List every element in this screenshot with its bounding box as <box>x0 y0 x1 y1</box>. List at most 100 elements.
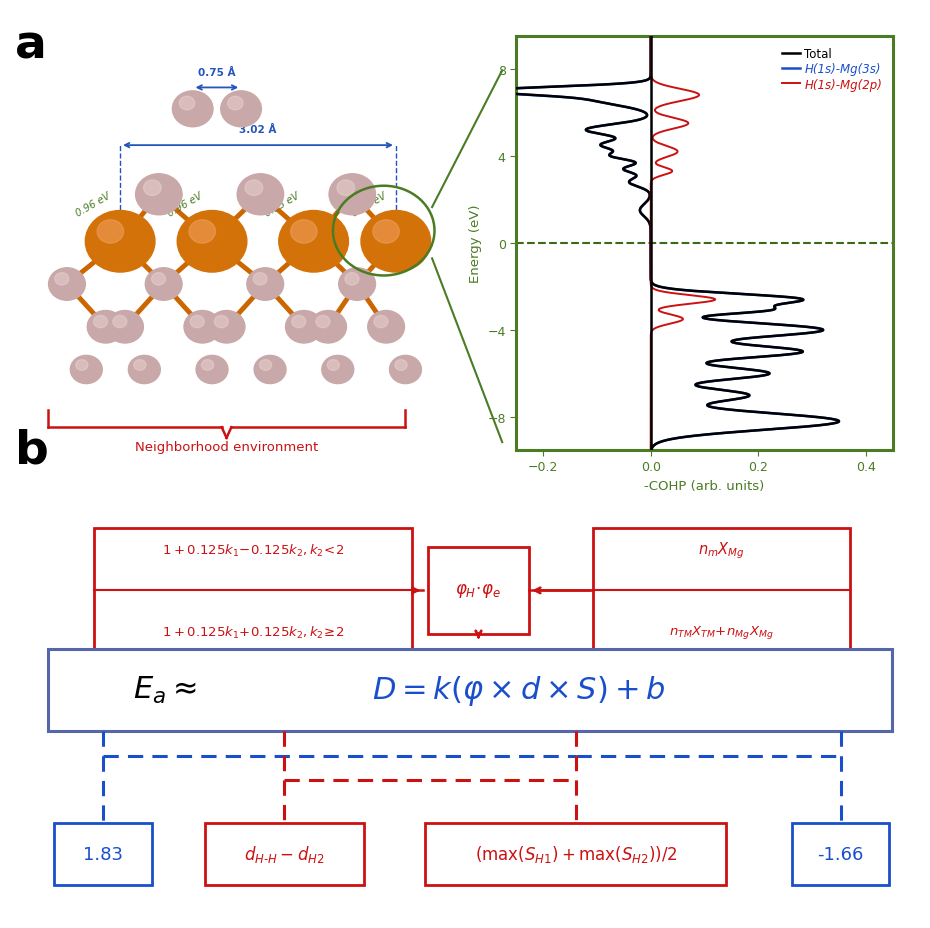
Circle shape <box>310 311 347 343</box>
Text: $1+0.125k_1\!-\!0.125k_2,k_2\!<\!2$: $1+0.125k_1\!-\!0.125k_2,k_2\!<\!2$ <box>162 542 344 559</box>
Text: a: a <box>15 24 46 69</box>
Circle shape <box>395 360 407 371</box>
H(1s)-Mg(2p) <box>645 445 657 456</box>
Total <box>645 268 657 279</box>
Bar <box>47 649 892 731</box>
Circle shape <box>179 97 194 110</box>
Circle shape <box>220 92 261 128</box>
Circle shape <box>374 316 388 329</box>
Circle shape <box>113 316 126 329</box>
Circle shape <box>145 268 182 301</box>
Text: $(\max(S_{H1})+\max(S_{H2}))/2$: $(\max(S_{H1})+\max(S_{H2}))/2$ <box>474 844 677 865</box>
Circle shape <box>196 356 228 384</box>
H(1s)-Mg(3s) <box>645 445 657 456</box>
H(1s)-Mg(3s) <box>710 397 721 408</box>
Circle shape <box>202 360 214 371</box>
Circle shape <box>228 97 243 110</box>
Circle shape <box>75 360 88 371</box>
Circle shape <box>208 311 245 343</box>
Text: $\varphi_H \!\cdot\! \varphi_e$: $\varphi_H \!\cdot\! \varphi_e$ <box>456 582 501 599</box>
Total <box>645 40 657 51</box>
Circle shape <box>48 268 86 301</box>
Text: $E_a \approx$: $E_a \approx$ <box>133 675 196 705</box>
Circle shape <box>390 356 421 384</box>
Circle shape <box>259 360 272 371</box>
Circle shape <box>322 356 353 384</box>
Circle shape <box>134 360 146 371</box>
Circle shape <box>143 181 161 197</box>
Circle shape <box>337 181 354 197</box>
H(1s)-Mg(3s) <box>645 40 657 51</box>
Text: Neighborhood environment: Neighborhood environment <box>135 441 318 454</box>
H(1s)-Mg(2p) <box>645 32 657 43</box>
Text: $n_m X_{Mg}$: $n_m X_{Mg}$ <box>698 540 745 561</box>
Circle shape <box>215 316 229 329</box>
Text: $n_{TM}X_{TM}\!+\!n_{Mg}X_{Mg}$: $n_{TM}X_{TM}\!+\!n_{Mg}X_{Mg}$ <box>669 624 774 640</box>
H(1s)-Mg(2p) <box>645 268 657 279</box>
Circle shape <box>246 181 262 197</box>
Text: $D = k(\varphi \times d \times S) + b$: $D = k(\varphi \times d \times S) + b$ <box>371 673 665 707</box>
Text: -1.66: -1.66 <box>817 845 864 863</box>
Circle shape <box>367 311 405 343</box>
Bar <box>792 823 889 885</box>
Bar <box>94 528 412 653</box>
Circle shape <box>87 311 124 343</box>
Y-axis label: Energy (eV): Energy (eV) <box>469 204 482 283</box>
Text: 3.02 Å: 3.02 Å <box>239 125 277 135</box>
H(1s)-Mg(2p) <box>645 397 657 408</box>
H(1s)-Mg(3s) <box>645 268 657 279</box>
X-axis label: -COHP (arb. units): -COHP (arb. units) <box>644 479 764 492</box>
Circle shape <box>292 316 306 329</box>
Circle shape <box>339 268 376 301</box>
Circle shape <box>184 311 220 343</box>
Bar <box>426 823 726 885</box>
Text: 0.96 eV: 0.96 eV <box>74 191 113 219</box>
H(1s)-Mg(2p) <box>645 373 657 384</box>
Circle shape <box>327 360 339 371</box>
Circle shape <box>373 221 399 244</box>
H(1s)-Mg(3s) <box>645 32 657 43</box>
Circle shape <box>329 174 376 215</box>
Total <box>737 373 749 384</box>
Circle shape <box>237 174 284 215</box>
Total <box>690 286 701 297</box>
Circle shape <box>189 221 216 244</box>
Line: H(1s)-Mg(2p): H(1s)-Mg(2p) <box>651 37 715 450</box>
Circle shape <box>345 274 359 286</box>
Circle shape <box>94 316 108 329</box>
Line: Total: Total <box>487 37 839 450</box>
Circle shape <box>286 311 323 343</box>
Text: $d_{H\text{-}H}-d_{H2}$: $d_{H\text{-}H}-d_{H2}$ <box>244 844 325 865</box>
Text: 1.83: 1.83 <box>83 845 123 863</box>
H(1s)-Mg(3s) <box>737 373 749 384</box>
Circle shape <box>71 356 102 384</box>
H(1s)-Mg(2p) <box>655 286 666 297</box>
Circle shape <box>136 174 182 215</box>
Circle shape <box>254 356 286 384</box>
Circle shape <box>55 274 69 286</box>
Bar <box>428 548 529 634</box>
Text: b: b <box>15 428 48 472</box>
Text: 0.96 eV: 0.96 eV <box>350 191 389 219</box>
Total <box>645 445 657 456</box>
Bar <box>54 823 152 885</box>
Text: $1+0.125k_1\!+\!0.125k_2,k_2\!\geq\!2$: $1+0.125k_1\!+\!0.125k_2,k_2\!\geq\!2$ <box>162 625 344 640</box>
Circle shape <box>246 268 284 301</box>
Circle shape <box>253 274 267 286</box>
Circle shape <box>361 212 431 273</box>
Circle shape <box>107 311 143 343</box>
Circle shape <box>191 316 205 329</box>
H(1s)-Mg(3s) <box>690 286 701 297</box>
Total <box>500 84 512 96</box>
Circle shape <box>128 356 160 384</box>
H(1s)-Mg(3s) <box>497 84 508 96</box>
Total <box>710 397 721 408</box>
Circle shape <box>178 212 246 273</box>
Circle shape <box>316 316 330 329</box>
Circle shape <box>290 221 317 244</box>
Circle shape <box>86 212 155 273</box>
Circle shape <box>152 274 166 286</box>
Circle shape <box>172 92 213 128</box>
Line: H(1s)-Mg(3s): H(1s)-Mg(3s) <box>479 37 839 450</box>
H(1s)-Mg(2p) <box>645 40 657 51</box>
